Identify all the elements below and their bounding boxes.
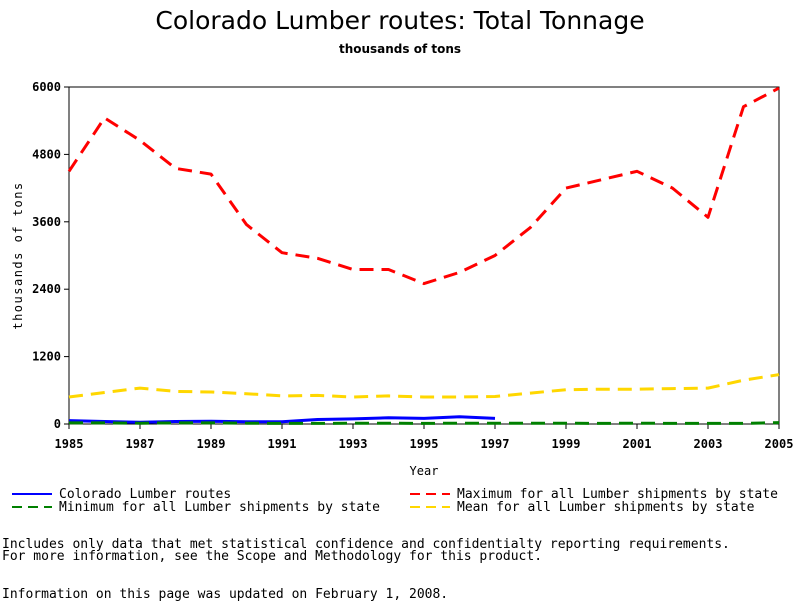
legend-label: Maximum for all Lumber shipments by stat… [457,487,778,502]
y-tick-label: 3600 [32,215,61,229]
legend-label: Mean for all Lumber shipments by state [457,500,755,515]
x-tick-label: 2005 [765,437,794,451]
plot-frame [68,86,780,425]
y-tick-label: 4800 [32,147,61,161]
x-tick-label: 1987 [126,437,155,451]
x-tick-label: 1999 [552,437,581,451]
y-axis-title: thousands of tons [11,181,25,329]
chart-subtitle: thousands of tons [338,42,462,56]
note-confidence: Includes only data that met statistical … [2,537,730,552]
series-line-colorado [68,415,496,424]
series-line-maximum [67,86,780,286]
plot-area [68,86,780,425]
x-tick-label: 1997 [481,437,510,451]
x-tick-label: 1991 [268,437,297,451]
y-tick-label: 1200 [32,350,61,364]
y-tick-label: 2400 [32,282,61,296]
x-tick-label: 1989 [197,437,226,451]
x-tick-label: 2003 [694,437,723,451]
x-tick-label: 1985 [55,437,84,451]
x-tick-label: 1995 [410,437,439,451]
legend-label: Minimum for all Lumber shipments by stat… [59,500,380,515]
note-updated: Information on this page was updated on … [2,587,449,602]
axes: 1985 1987 1989 1991 1993 1995 1997 1999 2001 2003… [11,80,793,478]
x-axis-title: Year [410,464,439,478]
chart-title: Colorado Lumber routes: Total Tonnage [155,6,645,35]
y-tick-label: 6000 [32,80,61,94]
legend: Colorado Lumber routes Maximum for all Lu… [12,487,778,515]
line-chart: 1985 1987 1989 1991 1993 1995 1997 1999 2001 2003… [11,80,793,515]
note-methodology: For more information, see the Scope and … [2,549,543,564]
series-lines [67,86,780,425]
legend-label: Colorado Lumber routes [59,487,231,502]
y-tick-label: 0 [54,417,61,431]
series-line-mean [68,373,780,399]
x-tick-label: 1993 [339,437,368,451]
x-tick-label: 2001 [623,437,652,451]
series-line-minimum [69,421,780,425]
